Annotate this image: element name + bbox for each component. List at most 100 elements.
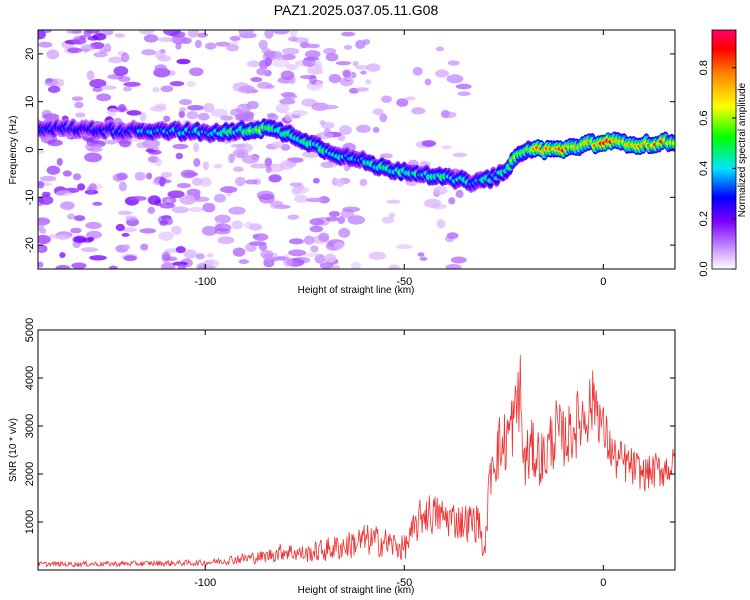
heatmap-cell — [309, 218, 325, 226]
heatmap-cell — [436, 219, 446, 229]
snr-xtick-label: 0 — [600, 577, 606, 589]
heatmap-cell — [291, 110, 308, 117]
heatmap-cell — [122, 244, 130, 250]
heatmap-cell — [187, 104, 205, 111]
heatmap-cell — [180, 169, 197, 179]
heatmap-cell — [288, 249, 307, 257]
heatmap-cell — [241, 155, 259, 164]
heatmap-cell — [80, 44, 95, 52]
heatmap-cell — [163, 115, 171, 123]
heatmap-cell — [96, 93, 112, 102]
heatmap-cell — [123, 81, 141, 87]
heatmap-cell — [74, 101, 84, 109]
heatmap-cell — [238, 85, 256, 94]
heatmap-cell — [325, 216, 339, 222]
heatmap-cell — [107, 108, 118, 116]
heatmap-cell — [323, 47, 337, 55]
heatmap-cell — [303, 235, 315, 245]
heatmap-cell — [138, 30, 155, 35]
heatmap-cell — [38, 246, 43, 252]
snr-series-line — [38, 355, 675, 568]
heatmap-cell — [55, 264, 71, 269]
heatmap-cell — [280, 91, 296, 98]
heatmap-cell — [172, 143, 189, 150]
heatmap-cell — [149, 105, 167, 112]
heatmap-cell — [158, 231, 174, 241]
heatmap-cell — [334, 241, 345, 250]
heatmap-cell — [379, 153, 393, 159]
heatmap-cell — [47, 139, 63, 147]
heatmap-cell — [318, 232, 330, 242]
snr-xtick-label: -100 — [194, 577, 216, 589]
heatmap-cell — [355, 64, 369, 70]
heatmap-cell — [253, 233, 269, 242]
heatmap-cell — [108, 56, 124, 64]
heatmap-cell — [379, 113, 388, 123]
spectrogram-ytick-label: -20 — [24, 237, 36, 253]
heatmap-cell — [157, 37, 175, 42]
heatmap-cell — [167, 190, 185, 199]
heatmap-cell — [195, 253, 205, 260]
heatmap-cell — [187, 30, 199, 37]
heatmap-cell — [238, 259, 250, 264]
heatmap-cell — [450, 256, 467, 264]
heatmap-cell — [324, 253, 337, 263]
heatmap-cell — [161, 251, 171, 262]
heatmap-cell — [67, 213, 75, 220]
heatmap-cell — [250, 76, 263, 83]
heatmap-cell — [338, 227, 351, 238]
heatmap-cell — [50, 78, 65, 88]
heatmap-cell — [272, 59, 290, 68]
snr-ytick-label: 1000 — [24, 510, 36, 534]
heatmap-cell — [188, 190, 200, 196]
heatmap-cell — [56, 157, 63, 166]
heatmap-cell — [231, 220, 243, 230]
heatmap-cell — [199, 177, 212, 187]
heatmap-cell — [108, 265, 118, 269]
heatmap-cell — [445, 234, 454, 243]
snr-ticks: -100 -50 0 1000 2000 3000 4000 5000 — [24, 318, 675, 589]
heatmap-cell — [92, 87, 103, 92]
spectrogram-xtick-label: -50 — [396, 276, 412, 288]
spectrogram-ytick-label: 10 — [24, 96, 36, 108]
heatmap-cell — [210, 108, 228, 118]
heatmap-cell — [419, 256, 428, 261]
heatmap-cell — [245, 179, 258, 185]
heatmap-cell — [341, 31, 356, 37]
heatmap-cell — [236, 143, 254, 153]
spectrogram-xtick-label: -100 — [194, 276, 216, 288]
heatmap-cell — [114, 33, 126, 38]
heatmap-cell — [220, 115, 234, 121]
heatmap-cell — [342, 70, 351, 78]
heatmap-cell — [178, 110, 186, 119]
heatmap-cell — [355, 39, 366, 50]
heatmap-cell — [77, 183, 86, 191]
colorbar-tick-label: 0.0 — [698, 261, 710, 276]
heatmap-cell — [267, 113, 279, 121]
heatmap-cell — [39, 175, 57, 182]
heatmap-cell — [284, 111, 292, 122]
heatmap-cell — [169, 81, 185, 87]
heatmap-cell — [85, 141, 96, 152]
heatmap-cell — [396, 98, 409, 107]
colorbar-label: Normalized spectral amplitude — [737, 82, 748, 217]
heatmap-cell — [38, 180, 45, 189]
heatmap-cell — [171, 225, 182, 235]
heatmap-cell — [258, 39, 268, 50]
heatmap-cell — [243, 221, 254, 229]
heatmap-cell — [201, 225, 217, 236]
heatmap-cell — [191, 177, 203, 186]
heatmap-cell — [256, 67, 269, 76]
colorbar-tick-label: 0.2 — [698, 211, 710, 226]
heatmap-cell — [294, 194, 309, 203]
heatmap-cell — [228, 153, 235, 164]
heatmap-cell — [89, 255, 107, 261]
heatmap-cell — [143, 34, 159, 43]
heatmap-cell — [372, 126, 380, 133]
heatmap-cell — [160, 85, 174, 93]
heatmap-cell — [246, 100, 259, 110]
heatmap-cell — [46, 49, 60, 60]
heatmap-cell — [411, 107, 426, 115]
